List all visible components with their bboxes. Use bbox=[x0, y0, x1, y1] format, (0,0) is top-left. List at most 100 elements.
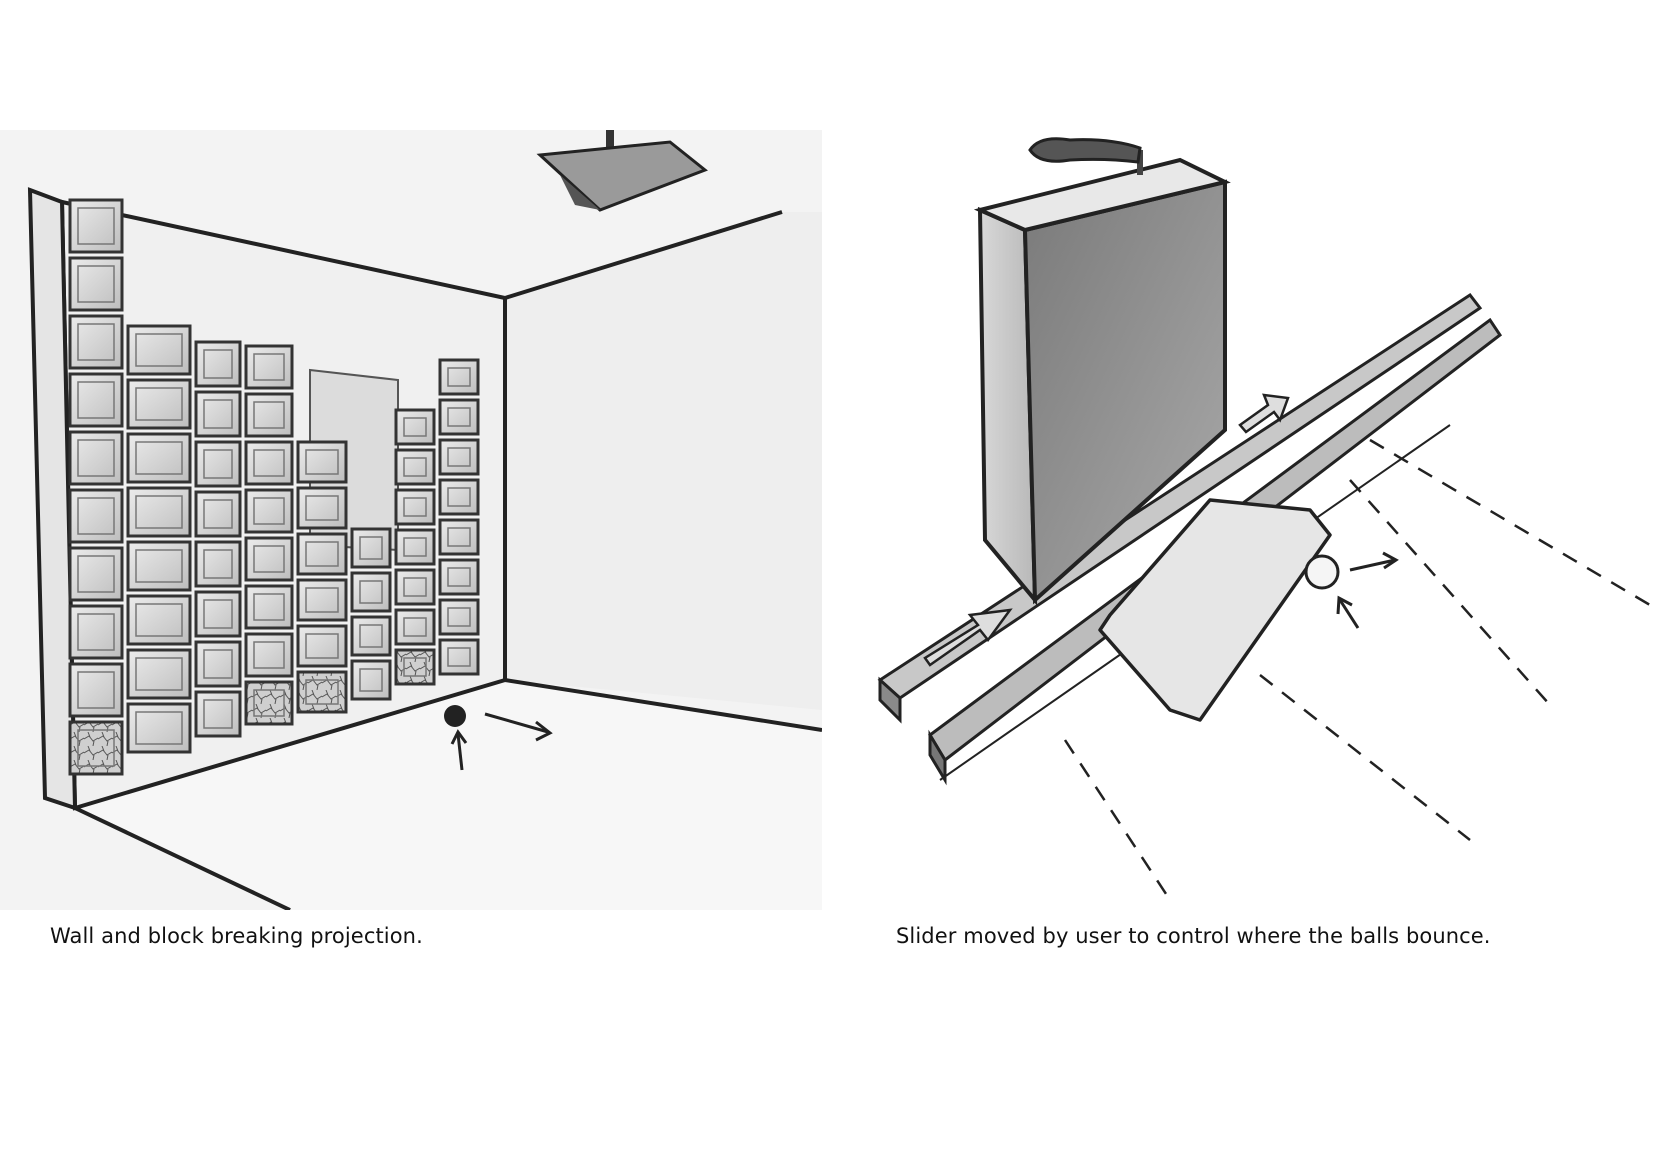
wall-block-inset bbox=[135, 441, 183, 475]
slider-drawing bbox=[877, 137, 1651, 901]
wall-block bbox=[194, 590, 242, 638]
wall-block-inset bbox=[403, 577, 427, 597]
wall-block bbox=[194, 540, 242, 588]
wall-block-inset bbox=[203, 549, 233, 579]
rail-arrow-right bbox=[1238, 393, 1290, 434]
wall-block bbox=[394, 568, 436, 606]
wall-block-inset bbox=[447, 647, 471, 667]
wall-block-inset bbox=[203, 649, 233, 679]
wall-block bbox=[438, 478, 480, 516]
wall-block bbox=[126, 324, 192, 376]
slider-sketch bbox=[870, 120, 1654, 910]
wall-block bbox=[126, 702, 192, 754]
wall-block bbox=[394, 408, 436, 446]
block-grid bbox=[68, 198, 480, 776]
wall-block-inset bbox=[135, 495, 183, 529]
wall-block-inset bbox=[253, 545, 285, 573]
wall-block bbox=[394, 488, 436, 526]
projector bbox=[536, 140, 708, 212]
wall-block bbox=[244, 344, 294, 390]
wall-block bbox=[126, 540, 192, 592]
wall-block-inset bbox=[447, 527, 471, 547]
wall-block-inset bbox=[135, 333, 183, 367]
wall-block-inset bbox=[77, 265, 115, 303]
wall-block-inset bbox=[305, 679, 339, 705]
wall-block bbox=[438, 398, 480, 436]
wall-block-inset bbox=[135, 711, 183, 745]
wall-block bbox=[194, 340, 242, 388]
wall-block-inset bbox=[403, 537, 427, 557]
slider-box-top bbox=[973, 157, 1231, 233]
wall-block-inset bbox=[403, 417, 427, 437]
wall-block bbox=[350, 615, 392, 657]
wall-block-inset bbox=[77, 729, 115, 767]
wall-block-inset bbox=[403, 657, 427, 677]
wall-block bbox=[244, 680, 294, 726]
wall-block-inset bbox=[203, 449, 233, 479]
wall-block-inset bbox=[135, 549, 183, 583]
wall-block-inset bbox=[447, 367, 471, 387]
wall-block-inset bbox=[447, 487, 471, 507]
floor-front-line bbox=[74, 806, 291, 910]
wall-block-inset bbox=[403, 497, 427, 517]
wall-block-inset bbox=[77, 439, 115, 477]
wall-block bbox=[438, 638, 480, 676]
ball bbox=[444, 705, 466, 727]
wall-block-inset bbox=[359, 668, 383, 692]
wall-block bbox=[296, 670, 348, 714]
ball-arrow-right bbox=[484, 712, 549, 734]
wall-block bbox=[244, 632, 294, 678]
floor-line bbox=[504, 678, 822, 732]
handle-grip bbox=[1028, 137, 1142, 164]
wall-block bbox=[438, 598, 480, 636]
wall-block bbox=[350, 571, 392, 613]
ball-arrow-up-head bbox=[1336, 595, 1353, 615]
wall-block bbox=[394, 528, 436, 566]
wall-block-inset bbox=[253, 689, 285, 717]
ball-arrow-right-head bbox=[535, 720, 553, 742]
wall-block bbox=[350, 527, 392, 569]
wall-block-inset bbox=[359, 580, 383, 604]
wall-block-inset bbox=[253, 593, 285, 621]
wall-block-inset bbox=[403, 617, 427, 637]
ball-arrow-up bbox=[456, 733, 464, 771]
wall-block-inset bbox=[305, 495, 339, 521]
caption-left: Wall and block breaking projection. bbox=[50, 924, 423, 948]
wall-block bbox=[438, 558, 480, 596]
floor bbox=[75, 680, 822, 910]
wall-block-inset bbox=[253, 497, 285, 525]
wall-block-inset bbox=[77, 497, 115, 535]
wall-block bbox=[438, 438, 480, 476]
wall-block-inset bbox=[305, 541, 339, 567]
wall-block-inset bbox=[135, 387, 183, 421]
wall-block bbox=[244, 392, 294, 438]
wall-block bbox=[296, 578, 348, 622]
wall-block bbox=[438, 518, 480, 556]
wall-block bbox=[350, 659, 392, 701]
wall-block-inset bbox=[77, 555, 115, 593]
wall-block bbox=[194, 640, 242, 688]
wall-block bbox=[194, 690, 242, 738]
wall-block-inset bbox=[203, 499, 233, 529]
wall-block bbox=[194, 390, 242, 438]
wall-block bbox=[194, 440, 242, 488]
wall-block bbox=[244, 536, 294, 582]
wall-block-inset bbox=[447, 607, 471, 627]
wall-block-inset bbox=[135, 603, 183, 637]
wall-block-inset bbox=[305, 449, 339, 475]
caption-right: Slider moved by user to control where th… bbox=[896, 924, 1491, 948]
wall-block-inset bbox=[403, 457, 427, 477]
wall-block bbox=[394, 448, 436, 486]
wall-block-inset bbox=[253, 353, 285, 381]
ball-arrow-right bbox=[1349, 558, 1396, 572]
side-wall bbox=[505, 212, 822, 710]
wall-block-inset bbox=[77, 613, 115, 651]
ball-arrow-right-head bbox=[1382, 551, 1399, 570]
wall-block-inset bbox=[253, 401, 285, 429]
wall-block bbox=[438, 358, 480, 396]
wall-block-inset bbox=[203, 699, 233, 729]
wall-block bbox=[244, 584, 294, 630]
ceiling-line bbox=[504, 210, 783, 300]
wall-projection-drawing bbox=[0, 130, 822, 910]
wall-block-inset bbox=[77, 381, 115, 419]
